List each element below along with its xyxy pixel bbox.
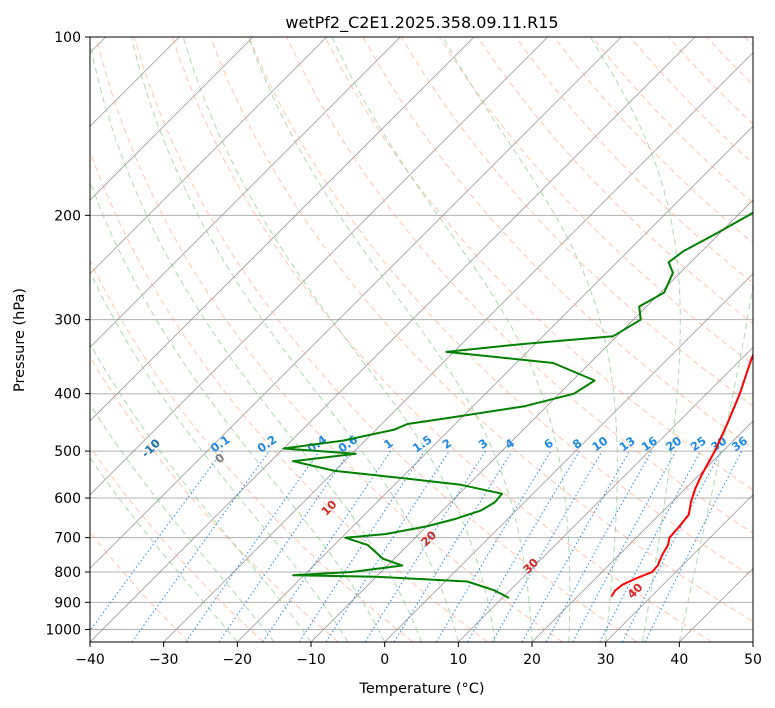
- chart-title: wetPf2_C2E1.2025.358.09.11.R15: [285, 13, 558, 33]
- mixing-ratio-line: [393, 450, 513, 642]
- y-tick-label: 100: [54, 30, 81, 46]
- isotherm-line: [605, 494, 753, 642]
- dry-adiabat-line: [248, 37, 753, 578]
- isotherm-line: [90, 37, 475, 422]
- y-tick-label: 800: [54, 565, 81, 581]
- isotherm-line: [90, 37, 254, 201]
- mixing-ratio-line: [572, 450, 677, 642]
- y-axis: 100 200 300 400 500 600 700 800 900 1000: [45, 30, 90, 638]
- isotherm-line: [163, 52, 753, 642]
- isotherm-line: [458, 346, 753, 642]
- mixing-ratio-line: [298, 450, 425, 642]
- x-tick-label: 20: [523, 652, 541, 668]
- mixing-ratio-line: [325, 450, 450, 642]
- moist-adiabat-line: [678, 282, 753, 642]
- mixing-ratio-line: [644, 450, 743, 642]
- mixing-ratio-line: [185, 450, 320, 642]
- dry-adiabat-line: [90, 356, 339, 642]
- isotherm-line: [237, 125, 753, 642]
- isotherm-line: [531, 420, 753, 642]
- y-tick-label: 900: [54, 595, 81, 611]
- y-axis-title: Pressure (hPa): [12, 288, 28, 392]
- x-tick-label: 30: [597, 652, 615, 668]
- dry-adiabat-line: [171, 37, 712, 642]
- isotherm-line: [90, 37, 622, 569]
- dry-adiabat-line: [515, 37, 753, 284]
- moist-adiabat-line: [590, 37, 681, 642]
- y-tick-label: 200: [54, 208, 81, 224]
- moist-adiabat-line: [90, 457, 238, 642]
- y-tick-label: 400: [54, 387, 81, 403]
- mixing-ratio-line: [218, 450, 351, 642]
- x-tick-label: −30: [149, 652, 179, 668]
- x-tick-label: 40: [670, 652, 688, 668]
- dry-adiabat-line: [286, 37, 753, 534]
- series-layer: [282, 211, 753, 599]
- background-lines: [90, 37, 753, 642]
- x-tick-label: −10: [296, 652, 326, 668]
- isotherm-line: [384, 273, 753, 642]
- dry-adiabat-line: [210, 37, 753, 623]
- plot-frame: [89, 36, 754, 643]
- y-tick-label: 700: [54, 531, 81, 547]
- moist-adiabat-line: [182, 37, 496, 642]
- x-axis: −40 −30 −20 −10 0 10 20 30 40 50: [75, 642, 762, 668]
- isotherm-line: [90, 37, 327, 275]
- dry-adiabat-line: [90, 259, 414, 642]
- moist-adiabat-line: [90, 40, 422, 642]
- mixing-ratio-line: [545, 450, 653, 642]
- dry-adiabat-line: [133, 37, 638, 642]
- mixing-ratio-line: [521, 450, 630, 642]
- isotherm-line: [90, 37, 548, 496]
- x-axis-title: Temperature (°C): [358, 681, 484, 697]
- x-tick-label: 50: [744, 652, 762, 668]
- x-tick-label: 10: [449, 652, 467, 668]
- y-tick-label: 300: [54, 313, 81, 329]
- plot-area: 0.10.20.40.611.52346810131620253036-100-…: [90, 37, 753, 642]
- dry-adiabat-line: [324, 37, 753, 491]
- moist-adiabat-line: [247, 37, 533, 642]
- isotherm-line: [90, 37, 401, 348]
- moist-adiabat-line: [442, 37, 618, 642]
- moist-adiabat-line: [130, 37, 459, 642]
- y-tick-label: 1000: [45, 622, 81, 638]
- x-tick-label: −20: [223, 652, 253, 668]
- x-tick-label: 0: [380, 652, 389, 668]
- moist-adiabat-line: [331, 37, 571, 642]
- mixing-ratio-line: [131, 450, 270, 642]
- dry-adiabat-line: [95, 37, 563, 642]
- temperature-profile-line: [610, 352, 753, 598]
- mixing-ratio-line: [90, 450, 223, 632]
- moist-adiabat-line: [90, 342, 312, 642]
- y-tick-label: 500: [54, 444, 81, 460]
- moist-adiabat-line: [90, 403, 275, 642]
- x-tick-label: −40: [75, 652, 105, 668]
- dry-adiabat-line: [90, 445, 264, 642]
- dewpoint-profile-line: [282, 211, 753, 599]
- moist-adiabat-line: [90, 271, 349, 642]
- y-tick-label: 600: [54, 491, 81, 507]
- mixing-ratio-line: [262, 450, 392, 642]
